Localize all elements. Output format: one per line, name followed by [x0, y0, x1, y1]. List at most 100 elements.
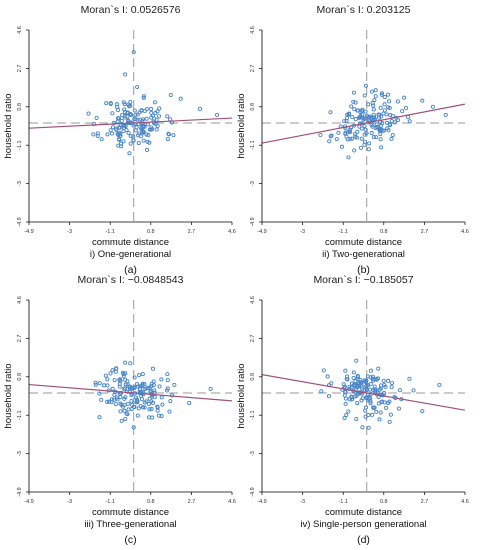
data-point	[105, 383, 110, 388]
regression-line	[262, 103, 465, 144]
panel-label: (d)	[357, 534, 370, 546]
data-point	[327, 139, 332, 144]
panel-subtitle: iv) Single-person generational	[300, 519, 426, 530]
data-point	[363, 109, 368, 114]
data-point	[382, 102, 387, 107]
y-tick-label: 0.8	[17, 103, 23, 111]
y-tick-label: -4.9	[17, 487, 23, 496]
data-point	[105, 377, 110, 382]
data-point	[369, 130, 374, 136]
data-point	[130, 386, 135, 391]
data-point	[344, 412, 349, 418]
data-point	[383, 405, 389, 410]
data-point	[372, 98, 377, 103]
y-tick-label: 4.6	[17, 296, 23, 304]
panel-2: Moran`s I: 0.203125 -4.9 -3 -1.1 0.8 2.7 4.6 4.…	[236, 4, 469, 276]
data-point	[125, 110, 130, 115]
chart-title: Moran`s I: −0.0848543	[78, 274, 184, 286]
data-point	[378, 124, 383, 129]
data-point	[124, 411, 129, 416]
x-tick-label: -3	[300, 499, 305, 505]
y-axis-title: household ratio	[3, 364, 14, 429]
data-point	[118, 378, 123, 383]
data-point	[390, 132, 395, 138]
data-point	[385, 126, 390, 131]
data-point	[386, 105, 391, 110]
y-tick-label: -3	[250, 181, 256, 186]
data-point	[119, 418, 124, 423]
data-point	[370, 412, 375, 417]
data-point	[127, 386, 132, 391]
data-point	[351, 90, 356, 95]
data-point	[108, 128, 113, 133]
data-point	[126, 130, 131, 135]
data-point	[343, 368, 348, 373]
data-point	[368, 375, 373, 380]
data-point	[138, 404, 143, 409]
data-point	[131, 425, 136, 430]
data-point	[363, 127, 368, 132]
data-point	[140, 372, 145, 377]
data-point	[430, 104, 435, 109]
data-point	[111, 397, 116, 402]
data-point	[133, 112, 138, 117]
data-point	[132, 108, 137, 113]
data-point	[138, 117, 143, 122]
x-tick-label: -4.9	[24, 229, 33, 235]
y-tick-label: 2.7	[250, 335, 256, 343]
data-point	[371, 387, 376, 392]
x-tick-label: 0.8	[147, 229, 155, 235]
x-tick-label: 4.6	[228, 499, 236, 505]
data-point	[342, 393, 347, 398]
data-point	[366, 383, 371, 388]
data-point	[358, 145, 363, 150]
data-point	[369, 116, 374, 121]
y-tick-label: -1.1	[17, 140, 23, 149]
data-point	[378, 105, 383, 110]
data-point	[377, 112, 382, 117]
data-point	[123, 72, 128, 77]
y-tick-label: -3	[17, 181, 23, 186]
chart-title: Moran`s I: 0.0526576	[81, 4, 181, 16]
x-tick-label: -4.9	[24, 499, 33, 505]
data-point	[116, 137, 122, 142]
data-point	[117, 125, 122, 130]
data-point	[144, 399, 149, 404]
data-point	[116, 107, 121, 113]
data-point	[384, 120, 390, 125]
data-point	[131, 138, 136, 143]
data-point	[363, 379, 369, 384]
data-point	[388, 412, 393, 417]
data-point	[99, 137, 104, 142]
data-point	[359, 136, 364, 141]
data-point	[123, 382, 128, 387]
data-point	[443, 112, 448, 117]
data-point	[97, 391, 102, 396]
panel-subtitle: iii) Three-generational	[84, 519, 176, 530]
data-point	[129, 393, 134, 398]
data-point	[208, 386, 213, 391]
data-point	[93, 380, 98, 385]
data-point	[342, 119, 347, 124]
data-point	[371, 103, 376, 108]
data-point	[420, 98, 425, 103]
data-point	[329, 381, 334, 386]
data-point	[345, 112, 350, 117]
data-point	[396, 406, 401, 411]
panel-label: (b)	[357, 264, 370, 276]
data-point	[362, 132, 367, 137]
data-point	[382, 391, 387, 396]
data-point	[108, 101, 113, 107]
data-point	[118, 401, 123, 406]
y-tick-label: -3	[250, 451, 256, 456]
data-point	[152, 388, 157, 393]
data-point	[122, 113, 127, 118]
data-point	[373, 88, 378, 93]
data-point	[344, 376, 349, 382]
data-point	[362, 124, 367, 129]
data-point	[151, 383, 156, 388]
data-point	[357, 124, 362, 129]
data-point	[197, 106, 202, 111]
data-point	[375, 376, 381, 381]
data-point	[377, 417, 382, 422]
